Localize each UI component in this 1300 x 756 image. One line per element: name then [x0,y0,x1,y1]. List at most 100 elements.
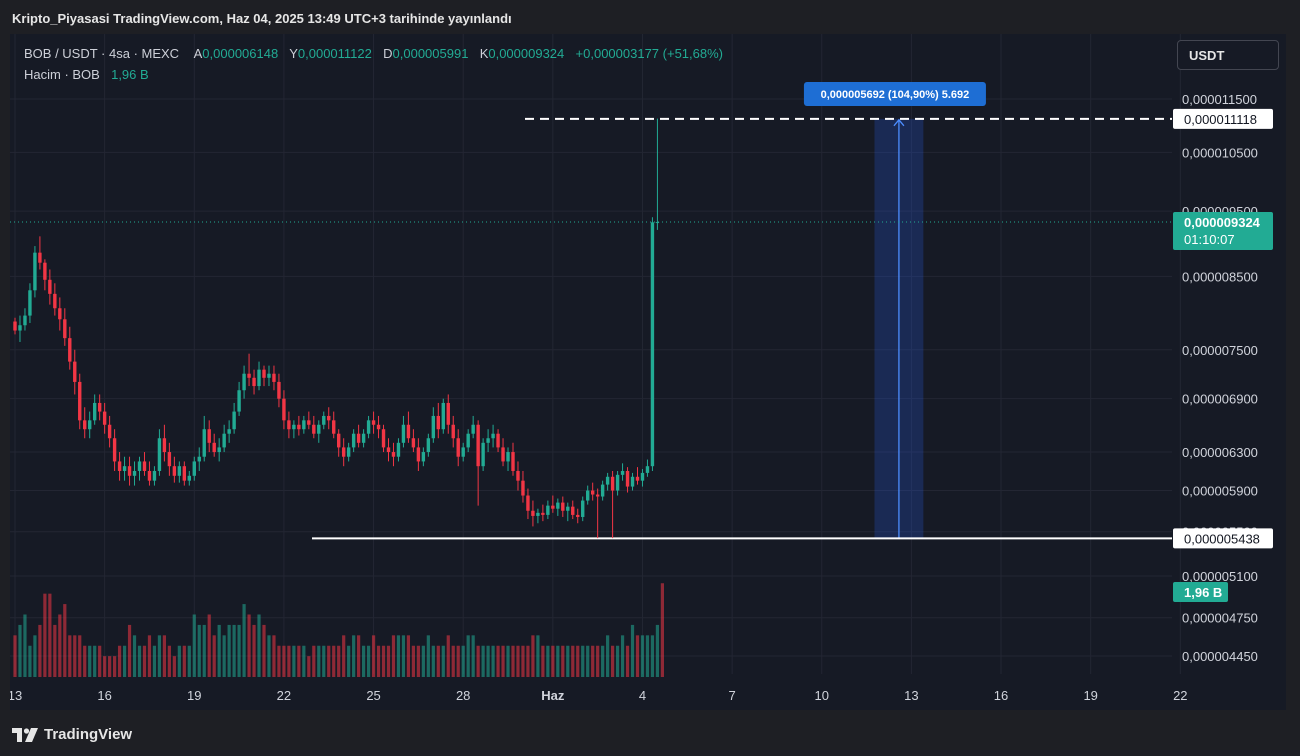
chart-area[interactable]: 0,000005692 (104,90%) 5.692 0,000011500 0,… [10,34,1286,710]
legend-close: 0,000009324 [488,46,565,61]
candle-body [645,466,650,473]
candle-body [516,470,520,481]
y-axis-tick-label: 0,000004450 [1182,649,1258,664]
volume-bar [272,635,276,677]
candle-body [650,222,655,467]
candle-body [28,290,32,316]
candle-body [112,438,117,462]
volume-bar [48,593,52,677]
measure-label-text: 0,000005692 (104,90%) 5.692 [821,89,970,101]
candle-body [476,424,480,467]
volume-bar [645,635,650,677]
candle-body [496,433,500,448]
volume-bar [486,645,490,677]
volume-bar [337,645,341,677]
volume-bar [227,624,231,677]
volume-bar [207,614,211,677]
candle-body [556,502,560,509]
candle-body [38,252,42,263]
volume-bar [496,645,500,677]
volume-bar [63,604,67,677]
candle-body [97,402,102,412]
candle-body [217,447,221,453]
candle-body [456,438,460,457]
volume-legend-label[interactable]: Hacim · BOB [24,67,100,82]
candle-body [655,222,660,224]
volume-bar [376,645,381,677]
candle-body [102,411,107,425]
x-axis-tick-label: 25 [366,688,380,703]
volume-bar [511,645,515,677]
y-axis-tick-label: 0,000007500 [1182,343,1258,358]
volume-bar [43,593,47,677]
candle-body [127,466,132,476]
x-axis-tick-label: 19 [1083,688,1097,703]
legend-low-label: D [383,46,393,61]
candle-body [416,447,421,462]
candle-body [511,452,515,471]
candle-body [471,424,475,434]
volume-bar [596,645,600,677]
candle-body [43,262,47,280]
candle-body [317,424,321,434]
candle-body [172,466,177,476]
volume-bar [237,624,241,677]
volume-bar [157,635,162,677]
y-axis-tick-label: 0,000006900 [1182,392,1258,407]
volume-bar [93,645,97,677]
candle-body [162,438,167,453]
volume-bar [660,583,664,677]
volume-bar [282,645,286,677]
candle-body [576,514,580,517]
volume-bar [342,635,346,677]
tradingview-brand[interactable]: TradingView [12,726,132,743]
candle-body [167,452,172,467]
candle-body [212,442,216,453]
volume-bar [406,635,411,677]
candle-body [152,470,157,481]
x-axis-tick-label: 13 [10,688,22,703]
volume-bar [521,645,525,677]
candle-body [257,369,261,387]
candle-body [122,466,127,471]
candle-body [68,338,72,362]
candle-body [446,402,450,425]
volume-legend-value: 1,96 B [111,67,149,82]
candle-body [107,424,112,439]
volume-bar [113,656,117,677]
candle-body [282,398,286,421]
volume-bar [620,635,625,677]
volume-badge-text: 1,96 B [1184,585,1222,600]
x-axis-tick-label: 16 [994,688,1008,703]
candle-body [451,424,455,439]
volume-bar [197,624,201,677]
candle-body [381,429,386,448]
tradingview-logo-icon [12,727,38,742]
volume-bar [98,645,102,677]
candle-body [536,512,540,516]
volume-bar [28,645,32,677]
price-line-badge-text: 0,000011118 [1184,112,1257,127]
candle-body [58,308,62,320]
volume-bar [601,645,605,677]
candle-body [406,424,411,439]
currency-button[interactable]: USDT [1177,40,1279,70]
legend-symbol[interactable]: BOB / USDT · 4sa · MEXC [24,46,180,61]
candle-body [546,505,550,515]
volume-bar [391,635,396,677]
candle-body [341,447,346,457]
candle-body [461,447,465,457]
candle-body [481,442,485,467]
price-chart[interactable]: 0,000005692 (104,90%) 5.692 0,000011500 0,… [10,34,1286,710]
volume-bar [103,656,107,677]
candle-body [346,447,351,457]
volume-bar [640,635,645,677]
candle-body [531,510,535,516]
volume-bar [655,624,660,677]
candle-body [197,456,201,462]
volume-badge [1173,582,1228,602]
volume-bar [38,624,42,677]
price-line-badge [1173,528,1273,549]
candle-body [142,461,147,471]
candle-body [595,494,600,497]
